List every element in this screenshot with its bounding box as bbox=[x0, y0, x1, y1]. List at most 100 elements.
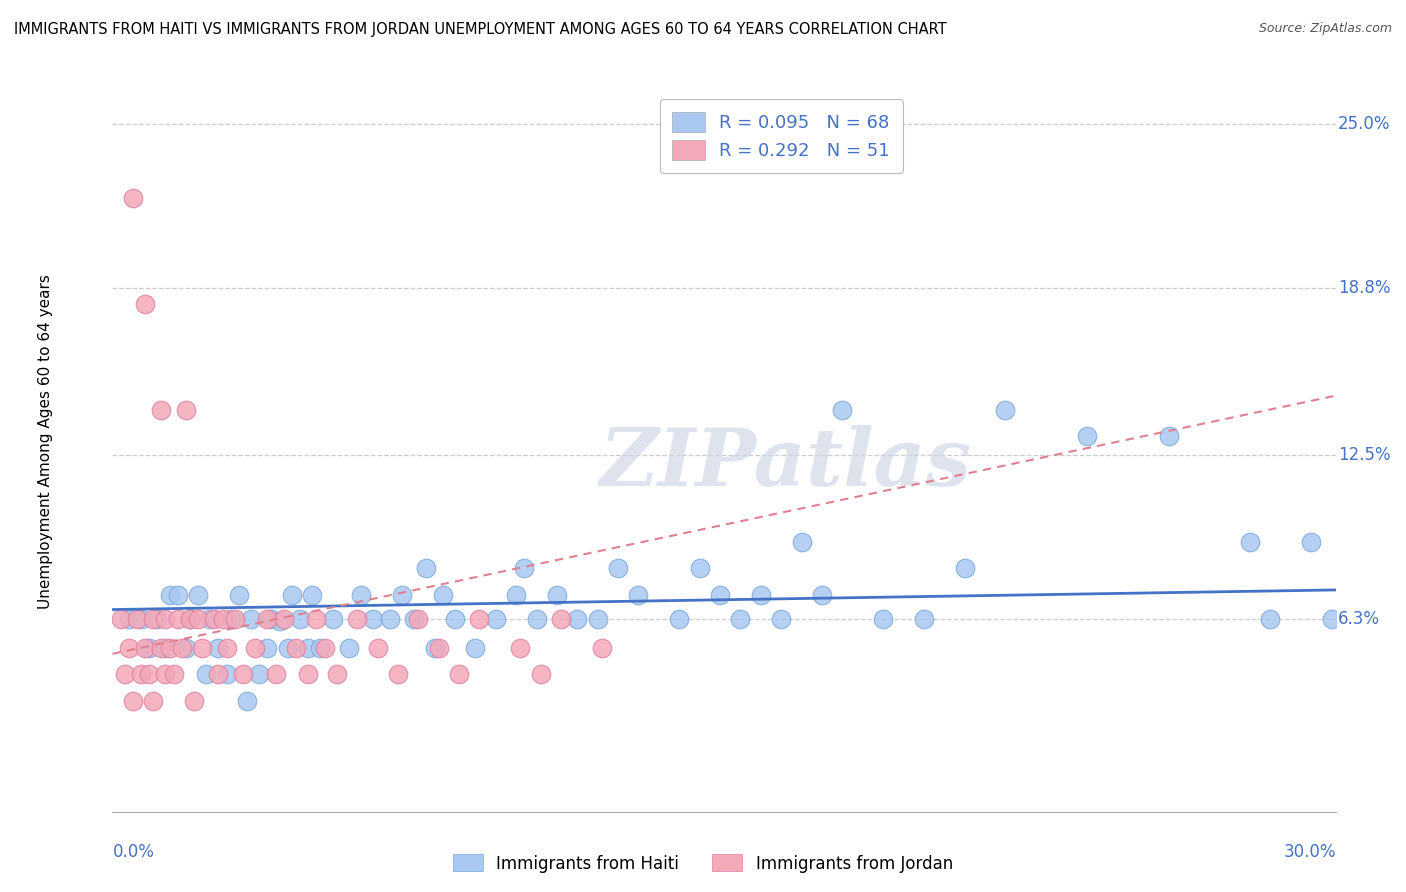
Point bbox=[174, 640, 197, 655]
Point bbox=[159, 640, 181, 655]
Point bbox=[166, 588, 188, 602]
Point bbox=[232, 667, 254, 681]
Point bbox=[513, 561, 536, 575]
Point bbox=[363, 612, 385, 626]
Point bbox=[591, 640, 613, 655]
Text: Unemployment Among Ages 60 to 64 years: Unemployment Among Ages 60 to 64 years bbox=[38, 274, 52, 609]
Point bbox=[305, 612, 328, 626]
Point bbox=[668, 612, 690, 626]
Point bbox=[125, 612, 148, 626]
Point bbox=[174, 402, 197, 417]
Point bbox=[134, 297, 156, 311]
Point bbox=[485, 612, 508, 626]
Point bbox=[240, 612, 263, 626]
Point bbox=[1260, 612, 1282, 626]
Point bbox=[273, 612, 295, 626]
Point bbox=[468, 612, 491, 626]
Point bbox=[350, 588, 373, 602]
Point bbox=[195, 667, 218, 681]
Point bbox=[122, 694, 145, 708]
Point bbox=[155, 640, 177, 655]
Point bbox=[277, 640, 299, 655]
Point bbox=[811, 588, 834, 602]
Point bbox=[256, 612, 278, 626]
Point bbox=[314, 640, 336, 655]
Point bbox=[247, 667, 270, 681]
Point bbox=[134, 640, 156, 655]
Point bbox=[228, 588, 250, 602]
Point bbox=[159, 588, 181, 602]
Point bbox=[432, 588, 454, 602]
Point bbox=[118, 612, 141, 626]
Point bbox=[264, 667, 287, 681]
Point bbox=[215, 640, 238, 655]
Point bbox=[586, 612, 609, 626]
Point bbox=[211, 612, 233, 626]
Point bbox=[207, 667, 229, 681]
Point bbox=[187, 588, 209, 602]
Point bbox=[138, 667, 160, 681]
Point bbox=[322, 612, 344, 626]
Point bbox=[260, 612, 283, 626]
Point bbox=[831, 402, 853, 417]
Point bbox=[378, 612, 401, 626]
Point bbox=[129, 667, 152, 681]
Legend: R = 0.095   N = 68, R = 0.292   N = 51: R = 0.095 N = 68, R = 0.292 N = 51 bbox=[659, 99, 903, 173]
Point bbox=[337, 640, 360, 655]
Point bbox=[236, 694, 259, 708]
Point bbox=[138, 640, 160, 655]
Point bbox=[281, 588, 304, 602]
Point bbox=[427, 640, 450, 655]
Point bbox=[550, 612, 572, 626]
Point bbox=[1239, 535, 1261, 549]
Point bbox=[509, 640, 531, 655]
Point bbox=[297, 640, 319, 655]
Point bbox=[155, 667, 177, 681]
Point bbox=[219, 612, 242, 626]
Point bbox=[207, 640, 229, 655]
Point bbox=[346, 612, 368, 626]
Point bbox=[423, 640, 446, 655]
Point bbox=[170, 640, 193, 655]
Point bbox=[326, 667, 349, 681]
Point bbox=[155, 612, 177, 626]
Point bbox=[1157, 429, 1180, 443]
Point bbox=[166, 612, 188, 626]
Point bbox=[200, 612, 222, 626]
Point bbox=[689, 561, 711, 575]
Text: 18.8%: 18.8% bbox=[1339, 279, 1391, 297]
Text: 25.0%: 25.0% bbox=[1339, 115, 1391, 133]
Text: IMMIGRANTS FROM HAITI VS IMMIGRANTS FROM JORDAN UNEMPLOYMENT AMONG AGES 60 TO 64: IMMIGRANTS FROM HAITI VS IMMIGRANTS FROM… bbox=[14, 22, 946, 37]
Point bbox=[110, 612, 132, 626]
Point bbox=[309, 640, 332, 655]
Point bbox=[224, 612, 246, 626]
Point bbox=[269, 615, 291, 629]
Point bbox=[179, 612, 201, 626]
Point bbox=[187, 612, 209, 626]
Point bbox=[408, 612, 430, 626]
Point bbox=[464, 640, 486, 655]
Point bbox=[150, 402, 173, 417]
Point bbox=[447, 667, 470, 681]
Point bbox=[215, 667, 238, 681]
Point bbox=[415, 561, 437, 575]
Point bbox=[204, 612, 226, 626]
Point bbox=[872, 612, 894, 626]
Point bbox=[142, 694, 165, 708]
Point bbox=[129, 612, 152, 626]
Point bbox=[505, 588, 527, 602]
Point bbox=[749, 588, 772, 602]
Text: ZIPatlas: ZIPatlas bbox=[599, 425, 972, 502]
Point bbox=[567, 612, 589, 626]
Point bbox=[607, 561, 630, 575]
Point bbox=[256, 640, 278, 655]
Point bbox=[444, 612, 467, 626]
Point bbox=[526, 612, 548, 626]
Point bbox=[179, 612, 201, 626]
Point bbox=[366, 640, 388, 655]
Point bbox=[142, 612, 165, 626]
Point bbox=[770, 612, 793, 626]
Point bbox=[163, 667, 186, 681]
Point bbox=[1076, 429, 1098, 443]
Point bbox=[1301, 535, 1323, 549]
